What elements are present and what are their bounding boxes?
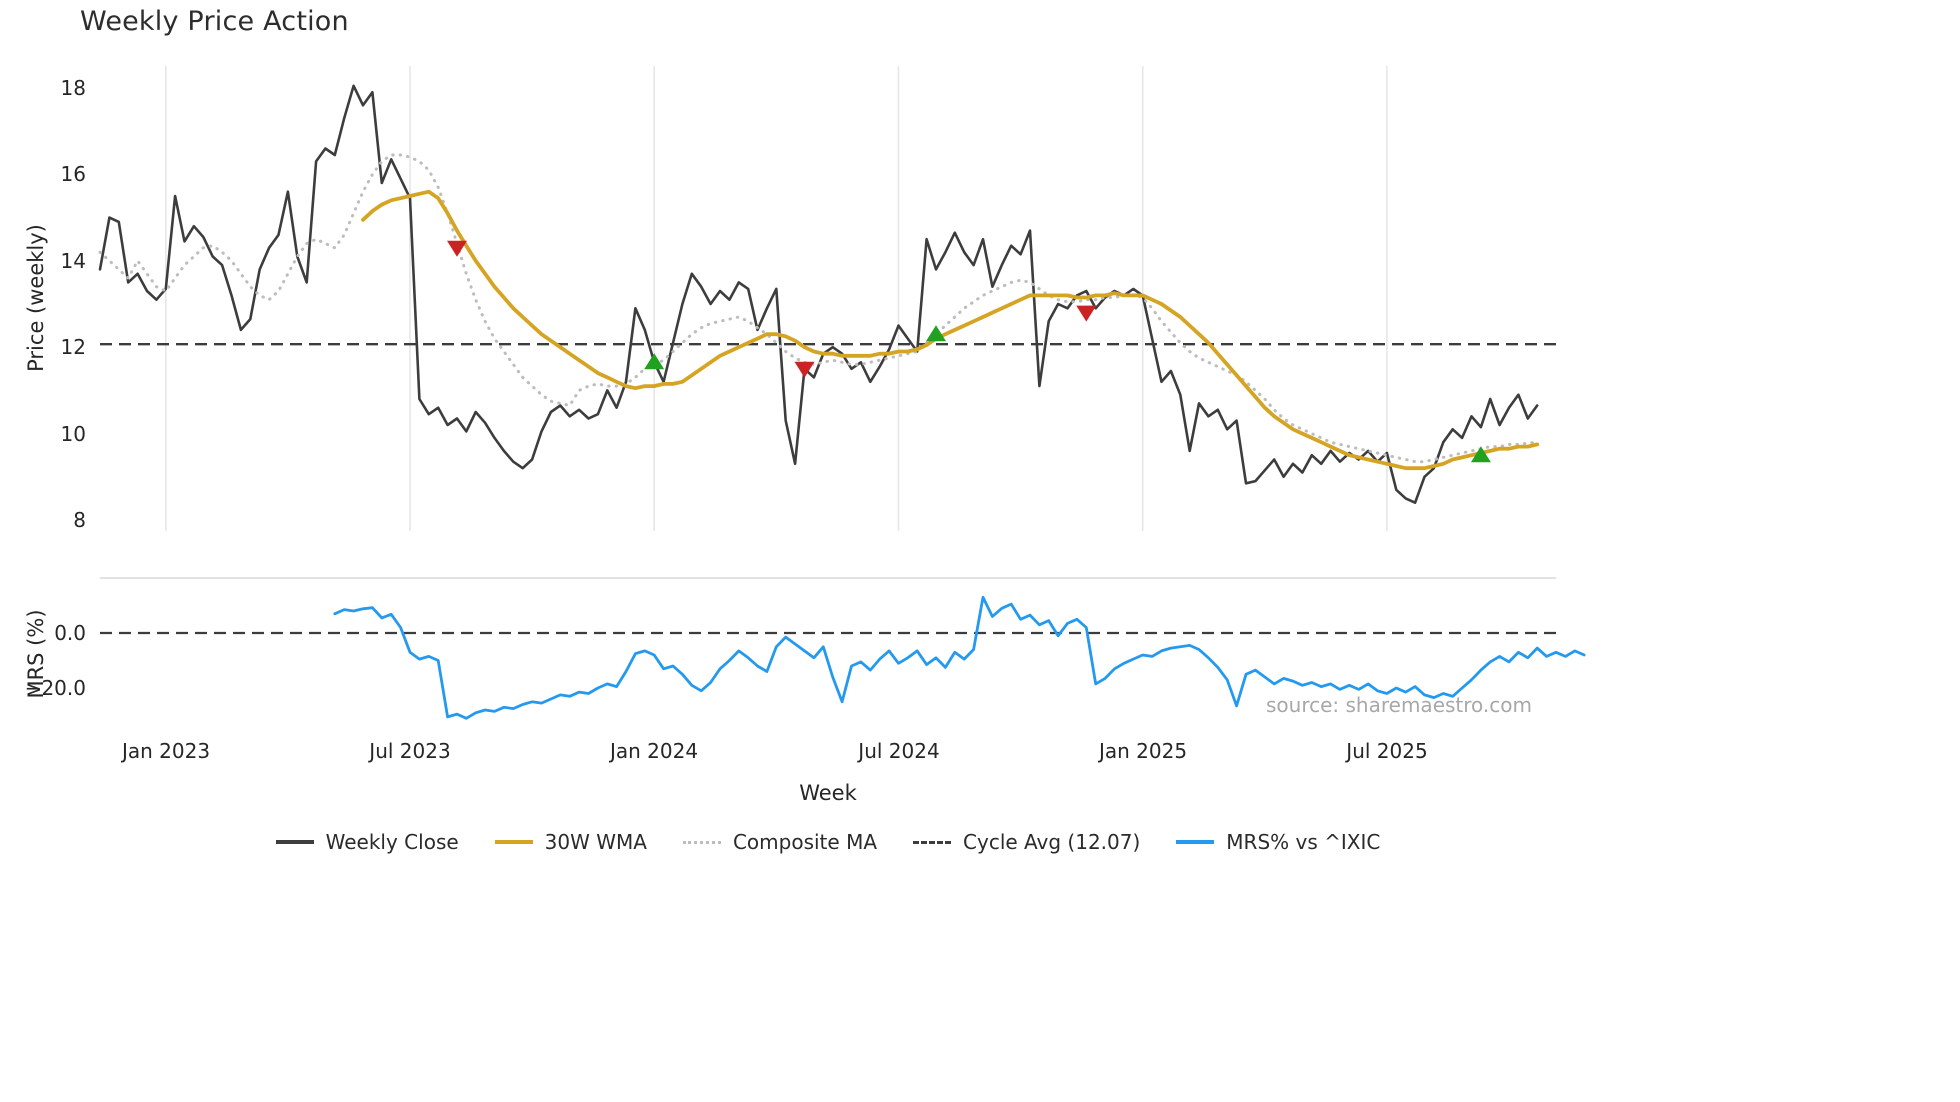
mrs-tick-neg20: −20.0 [24,676,86,700]
x-tick-jul-2024: Jul 2024 [858,739,940,763]
wma-30w-line [361,189,1540,471]
legend: Weekly Close 30W WMA Composite MA Cycle … [100,830,1556,854]
mrs-tick-0: 0.0 [54,621,86,645]
sell-signal-marker [1076,305,1097,322]
x-tick-jul-2023: Jul 2023 [369,739,451,763]
price-tick-18: 18 [60,76,86,100]
x-tick-jan-2023: Jan 2023 [121,739,211,763]
composite-ma-line [98,153,1539,464]
price-tick-8: 8 [73,508,86,532]
legend-item-cycle-avg: Cycle Avg (12.07) [913,830,1140,854]
x-tick-jan-2025: Jan 2025 [1098,739,1188,763]
cycle-avg-line-sample [913,840,952,844]
legend-label: Cycle Avg (12.07) [963,830,1141,854]
price-tick-10: 10 [60,422,86,446]
legend-label: 30W WMA [544,830,647,854]
mrs-line-sample [1176,840,1215,844]
legend-item-composite-ma: Composite MA [682,830,878,854]
x-tick-jul-2025: Jul 2025 [1346,739,1428,763]
chart-title: Weekly Price Action [80,6,349,37]
wma-line-sample [494,840,533,844]
legend-label: Composite MA [732,830,878,854]
legend-item-weekly-close: Weekly Close [275,830,459,854]
legend-label: MRS% vs ^IXIC [1226,830,1381,854]
legend-item-30w-wma: 30W WMA [494,830,647,854]
weekly-close-line-sample [275,840,314,844]
weekly-close-line [98,84,1539,505]
sell-signal-marker [447,240,467,257]
buy-signal-marker [1470,446,1491,463]
buy-signal-marker [644,353,665,370]
price-tick-16: 16 [60,162,86,186]
legend-item-mrs: MRS% vs ^IXIC [1176,830,1380,854]
sell-signal-marker [794,361,815,378]
source-attribution: source: sharemaestro.com [1266,693,1532,717]
legend-label: Weekly Close [325,830,459,854]
price-tick-12: 12 [60,335,86,359]
price-tick-14: 14 [60,249,86,273]
composite-ma-line-sample [682,840,721,844]
buy-signal-marker [926,325,946,342]
x-tick-jan-2024: Jan 2024 [609,739,699,763]
x-axis-label: Week [799,781,857,805]
mrs-line [333,595,1586,720]
